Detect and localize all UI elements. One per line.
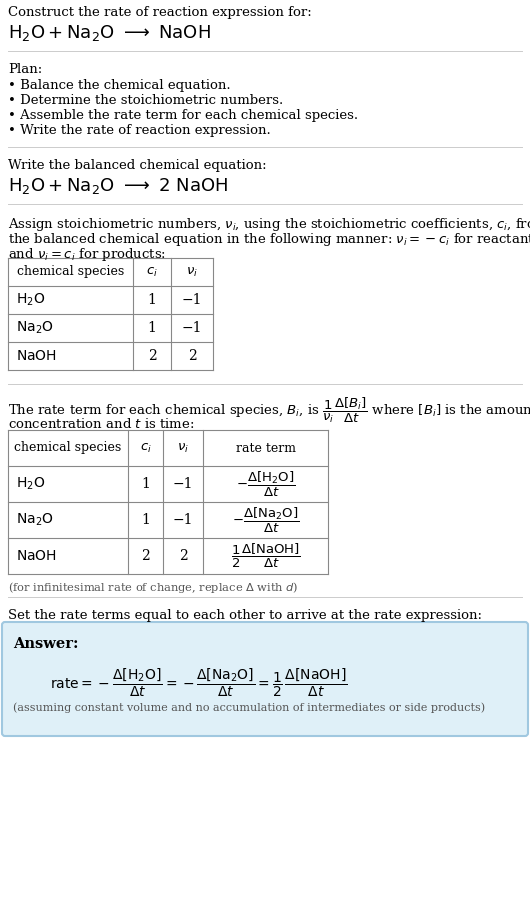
Text: $\mathrm{Na_2O}$: $\mathrm{Na_2O}$	[16, 511, 54, 528]
Text: $\nu_i$: $\nu_i$	[177, 441, 189, 455]
Text: • Determine the stoichiometric numbers.: • Determine the stoichiometric numbers.	[8, 94, 283, 107]
Text: −1: −1	[173, 477, 193, 491]
Text: $\mathrm{H_2O + Na_2O\ \longrightarrow\ NaOH}$: $\mathrm{H_2O + Na_2O\ \longrightarrow\ …	[8, 23, 211, 43]
Text: $c_i$: $c_i$	[139, 441, 152, 455]
Text: Construct the rate of reaction expression for:: Construct the rate of reaction expressio…	[8, 6, 312, 19]
Text: 2: 2	[188, 349, 197, 363]
Text: Plan:: Plan:	[8, 63, 42, 76]
Text: and $\nu_i = c_i$ for products:: and $\nu_i = c_i$ for products:	[8, 246, 166, 263]
Text: −1: −1	[182, 321, 202, 335]
Text: 2: 2	[141, 549, 150, 563]
Text: $\mathrm{H_2O + Na_2O\ \longrightarrow\ 2\ NaOH}$: $\mathrm{H_2O + Na_2O\ \longrightarrow\ …	[8, 176, 228, 196]
Text: $\mathrm{NaOH}$: $\mathrm{NaOH}$	[16, 549, 57, 563]
Text: chemical species: chemical species	[17, 266, 124, 278]
Text: Write the balanced chemical equation:: Write the balanced chemical equation:	[8, 159, 267, 172]
Text: Set the rate terms equal to each other to arrive at the rate expression:: Set the rate terms equal to each other t…	[8, 609, 482, 622]
FancyBboxPatch shape	[2, 622, 528, 736]
Text: $\mathrm{H_2O}$: $\mathrm{H_2O}$	[16, 292, 45, 308]
Text: 2: 2	[148, 349, 156, 363]
Text: chemical species: chemical species	[14, 441, 121, 454]
Text: $\mathrm{rate} = -\dfrac{\Delta[\mathrm{H_2O}]}{\Delta t} = -\dfrac{\Delta[\math: $\mathrm{rate} = -\dfrac{\Delta[\mathrm{…	[50, 667, 348, 700]
Text: $c_i$: $c_i$	[146, 266, 158, 278]
Text: (assuming constant volume and no accumulation of intermediates or side products): (assuming constant volume and no accumul…	[13, 702, 485, 713]
Text: 1: 1	[147, 321, 156, 335]
Text: $\mathrm{H_2O}$: $\mathrm{H_2O}$	[16, 476, 45, 492]
Text: $\mathrm{NaOH}$: $\mathrm{NaOH}$	[16, 349, 57, 363]
Text: 1: 1	[147, 293, 156, 307]
Text: (for infinitesimal rate of change, replace $\Delta$ with $d$): (for infinitesimal rate of change, repla…	[8, 580, 298, 595]
Text: $-\dfrac{\Delta[\mathrm{H_2O}]}{\Delta t}$: $-\dfrac{\Delta[\mathrm{H_2O}]}{\Delta t…	[236, 470, 295, 499]
Text: Assign stoichiometric numbers, $\nu_i$, using the stoichiometric coefficients, $: Assign stoichiometric numbers, $\nu_i$, …	[8, 216, 530, 233]
Text: −1: −1	[173, 513, 193, 527]
Text: the balanced chemical equation in the following manner: $\nu_i = -c_i$ for react: the balanced chemical equation in the fo…	[8, 231, 530, 248]
Text: • Write the rate of reaction expression.: • Write the rate of reaction expression.	[8, 124, 271, 137]
Text: 1: 1	[141, 513, 150, 527]
Text: $\dfrac{1}{2}\dfrac{\Delta[\mathrm{NaOH}]}{\Delta t}$: $\dfrac{1}{2}\dfrac{\Delta[\mathrm{NaOH}…	[231, 542, 301, 570]
Text: 1: 1	[141, 477, 150, 491]
Text: $\mathrm{Na_2O}$: $\mathrm{Na_2O}$	[16, 319, 54, 336]
Text: $-\dfrac{\Delta[\mathrm{Na_2O}]}{\Delta t}$: $-\dfrac{\Delta[\mathrm{Na_2O}]}{\Delta …	[232, 505, 299, 534]
Text: • Assemble the rate term for each chemical species.: • Assemble the rate term for each chemic…	[8, 109, 358, 122]
Text: Answer:: Answer:	[13, 637, 78, 651]
Text: $\nu_i$: $\nu_i$	[186, 266, 198, 278]
Text: • Balance the chemical equation.: • Balance the chemical equation.	[8, 79, 231, 92]
Text: −1: −1	[182, 293, 202, 307]
Text: rate term: rate term	[235, 441, 296, 454]
Text: 2: 2	[179, 549, 188, 563]
Text: The rate term for each chemical species, $B_i$, is $\dfrac{1}{\nu_i}\dfrac{\Delt: The rate term for each chemical species,…	[8, 396, 530, 425]
Text: concentration and $t$ is time:: concentration and $t$ is time:	[8, 417, 195, 431]
